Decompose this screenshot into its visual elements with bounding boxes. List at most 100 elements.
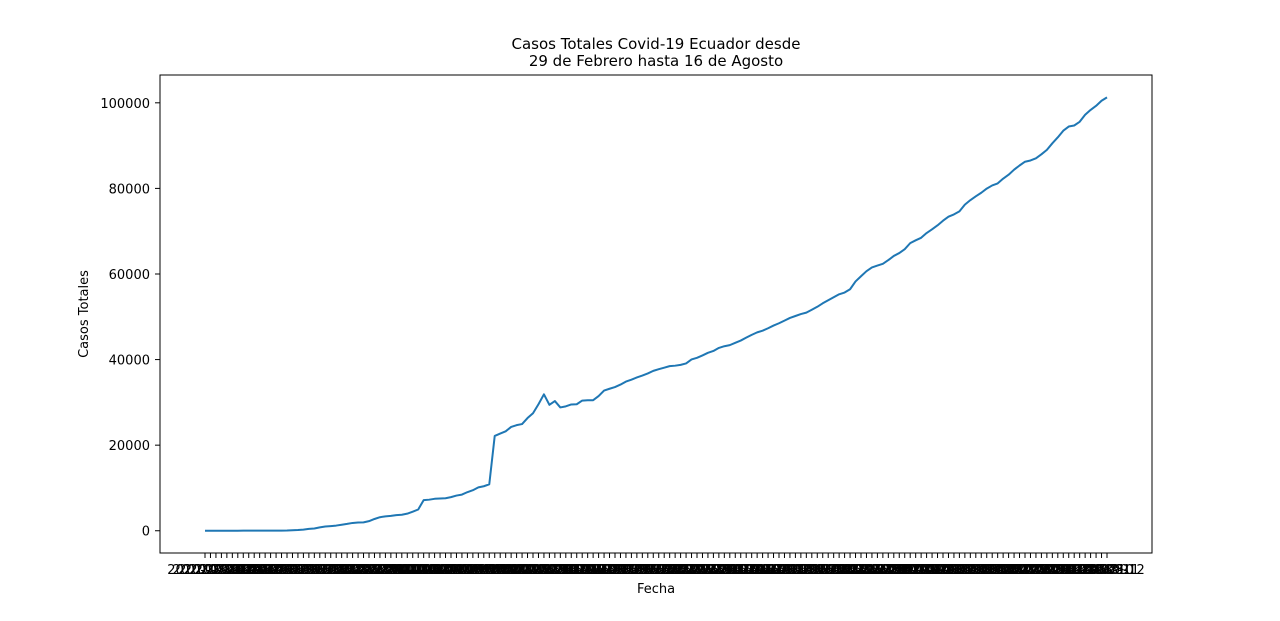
x-tick-label: 2020-05-06 bbox=[533, 563, 609, 578]
x-tick-label: 2020-05-02 bbox=[512, 563, 588, 578]
x-tick-label: 2020-05-20 bbox=[610, 563, 686, 578]
x-tick-label: 2020-04-04 bbox=[359, 563, 435, 578]
x-tick-label: 2020-06-12 bbox=[736, 563, 812, 578]
x-tick-label: 2020-03-10 bbox=[222, 563, 298, 578]
x-tick-label: 2020-05-19 bbox=[605, 563, 681, 578]
x-tick-label: 2020-07-09 bbox=[883, 563, 959, 578]
x-tick-label: 2020-03-08 bbox=[211, 563, 287, 578]
x-tick-label: 2020-05-23 bbox=[626, 563, 702, 578]
x-tick-label: 2020-06-01 bbox=[676, 563, 752, 578]
x-tick-label: 2020-07-08 bbox=[878, 563, 954, 578]
x-tick-label: 2020-06-03 bbox=[687, 563, 763, 578]
x-tick-label: 2020-06-16 bbox=[758, 563, 834, 578]
x-tick-label: 2020-07-28 bbox=[987, 563, 1063, 578]
x-tick-label: 2020-03-02 bbox=[178, 563, 254, 578]
x-tick-label: 2020-04-25 bbox=[473, 563, 549, 578]
x-ticks: 2020-02-292020-03-012020-03-022020-03-03… bbox=[167, 553, 1145, 578]
x-tick-label: 2020-07-20 bbox=[943, 563, 1019, 578]
x-tick-label: 2020-06-14 bbox=[747, 563, 823, 578]
x-tick-label: 2020-08-01 bbox=[1009, 563, 1085, 578]
x-tick-label: 2020-05-14 bbox=[577, 563, 653, 578]
x-tick-label: 2020-08-04 bbox=[1025, 563, 1101, 578]
x-tick-label: 2020-03-25 bbox=[304, 563, 380, 578]
x-tick-label: 2020-06-29 bbox=[829, 563, 905, 578]
x-tick-label: 2020-07-16 bbox=[922, 563, 998, 578]
x-tick-label: 2020-07-05 bbox=[861, 563, 937, 578]
x-tick-label: 2020-03-06 bbox=[200, 563, 276, 578]
x-tick-label: 2020-04-07 bbox=[375, 563, 451, 578]
x-tick-label: 2020-07-04 bbox=[856, 563, 932, 578]
x-tick-label: 2020-07-19 bbox=[938, 563, 1014, 578]
y-tick-label: 100000 bbox=[100, 97, 150, 112]
x-tick-label: 2020-04-06 bbox=[369, 563, 445, 578]
x-tick-label: 2020-07-13 bbox=[905, 563, 981, 578]
x-tick-label: 2020-04-10 bbox=[391, 563, 467, 578]
x-tick-label: 2020-05-30 bbox=[665, 563, 741, 578]
x-tick-label: 2020-05-01 bbox=[506, 563, 582, 578]
y-tick-label: 60000 bbox=[109, 268, 150, 283]
x-tick-label: 2020-03-21 bbox=[282, 563, 358, 578]
x-tick-label: 2020-06-08 bbox=[714, 563, 790, 578]
x-tick-label: 2020-07-21 bbox=[949, 563, 1025, 578]
x-tick-label: 2020-06-20 bbox=[779, 563, 855, 578]
x-tick-label: 2020-05-05 bbox=[528, 563, 604, 578]
x-tick-label: 2020-05-15 bbox=[583, 563, 659, 578]
x-tick-label: 2020-07-25 bbox=[971, 563, 1047, 578]
x-tick-label: 2020-03-14 bbox=[244, 563, 320, 578]
x-tick-label: 2020-03-04 bbox=[189, 563, 265, 578]
x-tick-label: 2020-07-26 bbox=[976, 563, 1052, 578]
x-tick-label: 2020-08-12 bbox=[1069, 563, 1145, 578]
x-tick-label: 2020-05-17 bbox=[594, 563, 670, 578]
x-tick-label: 2020-06-05 bbox=[697, 563, 773, 578]
x-tick-label: 2020-03-29 bbox=[326, 563, 402, 578]
x-tick-label: 2020-04-02 bbox=[348, 563, 424, 578]
x-tick-label: 2020-06-28 bbox=[823, 563, 899, 578]
x-tick-label: 2020-06-19 bbox=[774, 563, 850, 578]
x-tick-label: 2020-04-27 bbox=[484, 563, 560, 578]
y-ticks: 0 20000 40000 60000 80000 100000 bbox=[100, 97, 160, 540]
x-tick-label: 2020-03-17 bbox=[260, 563, 336, 578]
x-tick-label: 2020-08-09 bbox=[1053, 563, 1129, 578]
x-tick-label: 2020-04-20 bbox=[446, 563, 522, 578]
x-tick-label: 2020-04-29 bbox=[495, 563, 571, 578]
x-tick-label: 2020-05-09 bbox=[550, 563, 626, 578]
x-tick-label: 2020-03-22 bbox=[287, 563, 363, 578]
y-axis-label: Casos Totales bbox=[77, 270, 92, 358]
x-tick-label: 2020-05-31 bbox=[670, 563, 746, 578]
x-tick-label: 2020-04-12 bbox=[402, 563, 478, 578]
x-tick-label: 2020-04-26 bbox=[479, 563, 555, 578]
x-tick-label: 2020-07-10 bbox=[889, 563, 965, 578]
x-tick-label: 2020-05-11 bbox=[561, 563, 637, 578]
x-tick-label: 2020-05-04 bbox=[523, 563, 599, 578]
x-tick-label: 2020-05-12 bbox=[566, 563, 642, 578]
x-tick-label: 2020-07-27 bbox=[982, 563, 1058, 578]
x-tick-label: 2020-03-16 bbox=[255, 563, 331, 578]
x-axis-label: Fecha bbox=[637, 582, 675, 597]
x-tick-label: 2020-06-30 bbox=[834, 563, 910, 578]
x-tick-label: 2020-05-18 bbox=[599, 563, 675, 578]
x-tick-label: 2020-05-21 bbox=[615, 563, 691, 578]
x-tick-label: 2020-04-30 bbox=[501, 563, 577, 578]
x-tick-label: 2020-03-07 bbox=[205, 563, 281, 578]
x-tick-label: 2020-08-11 bbox=[1064, 563, 1140, 578]
x-tick-label: 2020-08-10 bbox=[1058, 563, 1134, 578]
x-tick-label: 2020-07-07 bbox=[872, 563, 948, 578]
x-tick-label: 2020-07-11 bbox=[894, 563, 970, 578]
x-tick-label: 2020-03-19 bbox=[271, 563, 347, 578]
x-tick-label: 2020-06-26 bbox=[812, 563, 888, 578]
x-tick-label: 2020-03-05 bbox=[195, 563, 271, 578]
x-tick-label: 2020-03-09 bbox=[216, 563, 292, 578]
x-tick-label: 2020-03-27 bbox=[315, 563, 391, 578]
x-tick-label: 2020-07-18 bbox=[933, 563, 1009, 578]
x-tick-label: 2020-04-13 bbox=[408, 563, 484, 578]
plot-area bbox=[159, 74, 1153, 554]
x-tick-label: 2020-07-12 bbox=[900, 563, 976, 578]
x-tick-label: 2020-08-07 bbox=[1042, 563, 1118, 578]
x-tick-label: 2020-07-17 bbox=[927, 563, 1003, 578]
x-tick-label: 2020-06-17 bbox=[763, 563, 839, 578]
y-tick-label: 0 bbox=[142, 525, 150, 540]
x-tick-label: 2020-06-09 bbox=[719, 563, 795, 578]
x-tick-label: 2020-07-01 bbox=[840, 563, 916, 578]
x-tick-label: 2020-03-13 bbox=[238, 563, 314, 578]
